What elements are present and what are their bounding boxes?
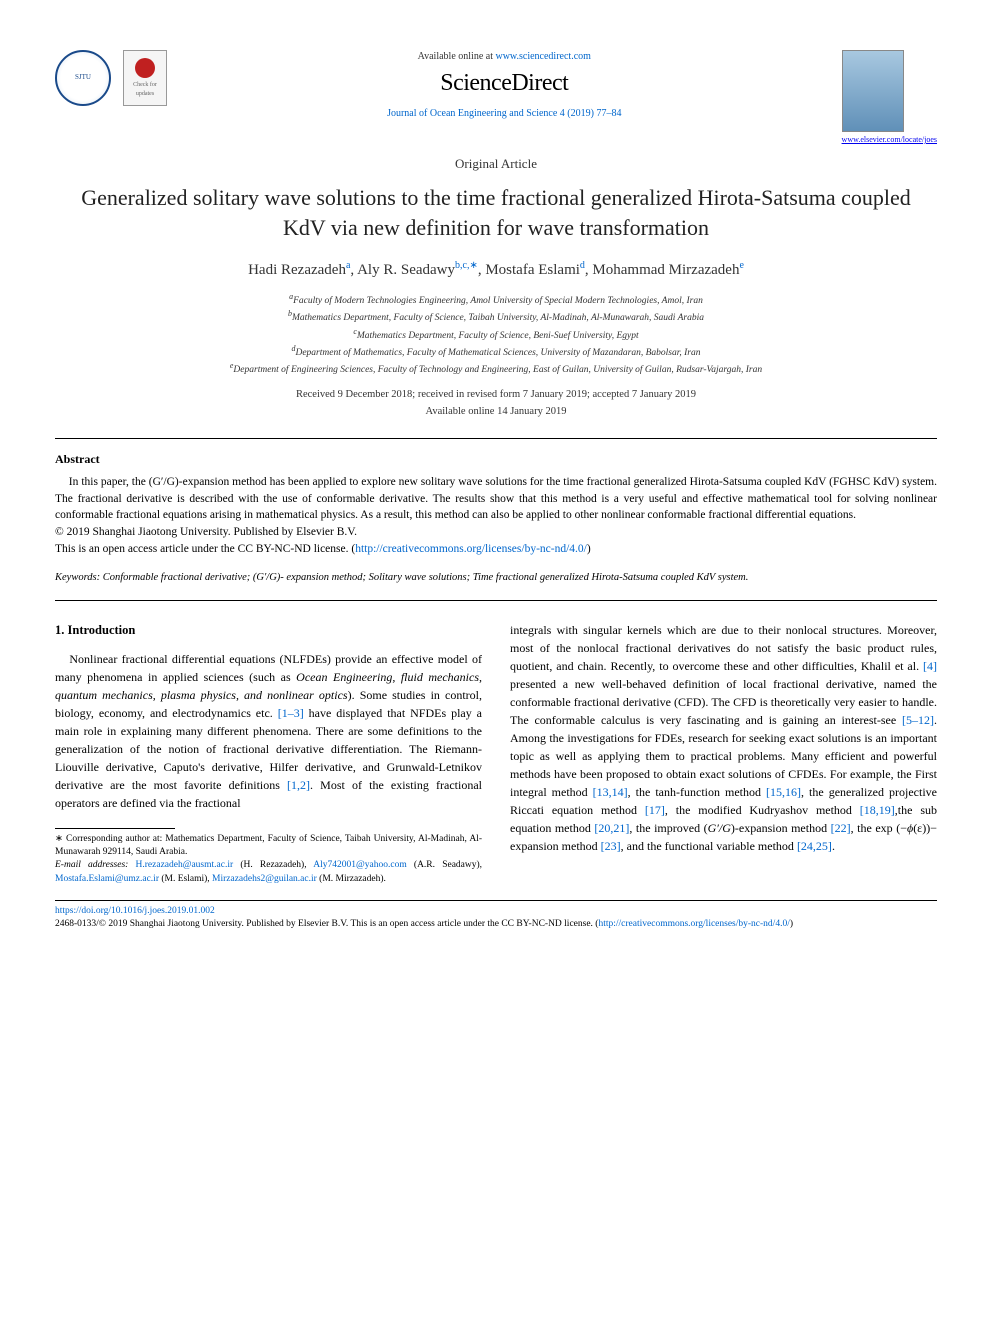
affiliation-c: cMathematics Department, Faculty of Scie… [55, 326, 937, 343]
keywords-label: Keywords: [55, 572, 100, 583]
article-title: Generalized solitary wave solutions to t… [75, 183, 917, 242]
email-1[interactable]: H.rezazadeh@ausmt.ac.ir [136, 860, 234, 870]
body-columns: 1. Introduction Nonlinear fractional dif… [55, 621, 937, 886]
intro-para-2: integrals with singular kernels which ar… [510, 621, 937, 855]
sjtu-logo-icon: SJTU [55, 50, 111, 106]
abstract-section: Abstract In this paper, the (G′/G)-expan… [55, 451, 937, 557]
author-4: Mohammad Mirzazadeh [592, 262, 739, 278]
corresponding-footnote: ∗ Corresponding author at: Mathematics D… [55, 833, 482, 886]
footer-copy-text: 2468-0133/© 2019 Shanghai Jiaotong Unive… [55, 919, 593, 929]
affiliations: aFaculty of Modern Technologies Engineer… [55, 291, 937, 378]
author-3: Mostafa Eslami [485, 262, 580, 278]
article-dates: Received 9 December 2018; received in re… [55, 388, 937, 403]
email-4[interactable]: Mirzazadehs2@guilan.ac.ir [212, 874, 317, 884]
left-logos: SJTU Check for updates [55, 50, 167, 106]
aff-sup-bc[interactable]: b,c, [455, 260, 469, 271]
journal-cover-icon[interactable] [842, 50, 904, 132]
authors-list: Hadi Rezazadeha, Aly R. Seadawyb,c,∗, Mo… [55, 259, 937, 281]
footer-copyright: 2468-0133/© 2019 Shanghai Jiaotong Unive… [55, 918, 937, 931]
ref-22[interactable]: [22] [831, 821, 851, 835]
intro-heading: 1. Introduction [55, 621, 482, 640]
aff-d-text: Department of Mathematics, Faculty of Ma… [295, 348, 700, 358]
abstract-heading: Abstract [55, 451, 937, 468]
ref-24-25[interactable]: [24,25] [797, 839, 832, 853]
abstract-license: This is an open access article under the… [55, 541, 937, 558]
aff-c-text: Mathematics Department, Faculty of Scien… [357, 331, 639, 341]
doi-link[interactable]: https://doi.org/10.1016/j.joes.2019.01.0… [55, 906, 215, 916]
ref-18-19[interactable]: [18,19] [860, 803, 895, 817]
keywords-text: Conformable fractional derivative; (G′/G… [100, 572, 748, 583]
sjtu-logo-text: SJTU [75, 73, 91, 83]
page-header: SJTU Check for updates Available online … [55, 50, 937, 145]
sciencedirect-logo: ScienceDirect [167, 67, 842, 101]
email-3[interactable]: Mostafa.Eslami@umz.ac.ir [55, 874, 159, 884]
corr-text: ∗ Corresponding author at: Mathematics D… [55, 833, 482, 860]
email-1-who: (H. Rezazadeh) [240, 860, 304, 870]
journal-ref-link[interactable]: Journal of Ocean Engineering and Science… [387, 108, 621, 119]
right-cover: www.elsevier.com/locate/joes [842, 50, 937, 145]
email-2-who: (A.R. Seadawy) [414, 860, 480, 870]
aff-a-text: Faculty of Modern Technologies Engineeri… [293, 296, 703, 306]
sciencedirect-link[interactable]: www.sciencedirect.com [495, 51, 590, 62]
affiliation-e: eDepartment of Engineering Sciences, Fac… [55, 360, 937, 377]
email-4-who: (M. Mirzazadeh) [319, 874, 383, 884]
check-updates-badge[interactable]: Check for updates [123, 50, 167, 106]
email-3-who: (M. Eslami) [161, 874, 207, 884]
ref-23[interactable]: [23] [601, 839, 621, 853]
intro-para-1: Nonlinear fractional differential equati… [55, 650, 482, 812]
affiliation-a: aFaculty of Modern Technologies Engineer… [55, 291, 937, 308]
available-online: Available online at www.sciencedirect.co… [167, 50, 842, 64]
ref-5-12[interactable]: [5–12] [902, 713, 934, 727]
rule-top [55, 438, 937, 439]
column-left: 1. Introduction Nonlinear fractional dif… [55, 621, 482, 886]
email-addresses: E-mail addresses: H.rezazadeh@ausmt.ac.i… [55, 859, 482, 886]
abstract-copyright: © 2019 Shanghai Jiaotong University. Pub… [55, 524, 937, 541]
center-header: Available online at www.sciencedirect.co… [167, 50, 842, 121]
aff-sup-a[interactable]: a [346, 260, 350, 271]
journal-reference: Journal of Ocean Engineering and Science… [167, 107, 842, 121]
corr-sup[interactable]: ∗ [469, 260, 477, 271]
locate-url[interactable]: www.elsevier.com/locate/joes [842, 135, 937, 144]
footer-license-link[interactable]: http://creativecommons.org/licenses/by-n… [598, 919, 789, 929]
footnote-separator [55, 828, 175, 829]
email-label: E-mail addresses: [55, 860, 128, 870]
doi-line: https://doi.org/10.1016/j.joes.2019.01.0… [55, 905, 937, 918]
affiliation-b: bMathematics Department, Faculty of Scie… [55, 308, 937, 325]
aff-b-text: Mathematics Department, Faculty of Scien… [292, 313, 704, 323]
footer-separator [55, 900, 937, 901]
ref-1-2[interactable]: [1,2] [287, 778, 310, 792]
rule-bottom [55, 600, 937, 601]
check-updates-label: Check for updates [124, 81, 166, 98]
ref-17[interactable]: [17] [645, 803, 665, 817]
email-2[interactable]: Aly742001@yahoo.com [313, 860, 406, 870]
abstract-text: In this paper, the (G′/G)-expansion meth… [55, 474, 937, 524]
article-type: Original Article [55, 155, 937, 173]
affiliation-d: dDepartment of Mathematics, Faculty of M… [55, 343, 937, 360]
ref-13-14[interactable]: [13,14] [593, 785, 628, 799]
keywords: Keywords: Conformable fractional derivat… [55, 571, 937, 586]
ref-4[interactable]: [4] [923, 659, 937, 673]
crossmark-icon [135, 58, 155, 78]
available-prefix: Available online at [418, 51, 496, 62]
aff-sup-d[interactable]: d [580, 260, 585, 271]
aff-e-text: Department of Engineering Sciences, Facu… [233, 366, 762, 376]
aff-sup-e[interactable]: e [739, 260, 743, 271]
available-online-date: Available online 14 January 2019 [55, 405, 937, 420]
author-1: Hadi Rezazadeh [248, 262, 346, 278]
ref-20-21[interactable]: [20,21] [594, 821, 629, 835]
license-prefix: This is an open access article under the… [55, 543, 355, 555]
ref-1-3[interactable]: [1–3] [278, 706, 304, 720]
license-link[interactable]: http://creativecommons.org/licenses/by-n… [355, 543, 587, 555]
journal-locate-link[interactable]: www.elsevier.com/locate/joes [842, 134, 937, 145]
ref-15-16[interactable]: [15,16] [766, 785, 801, 799]
column-right: integrals with singular kernels which ar… [510, 621, 937, 886]
author-2: Aly R. Seadawy [357, 262, 455, 278]
license-suffix: ) [587, 543, 591, 555]
